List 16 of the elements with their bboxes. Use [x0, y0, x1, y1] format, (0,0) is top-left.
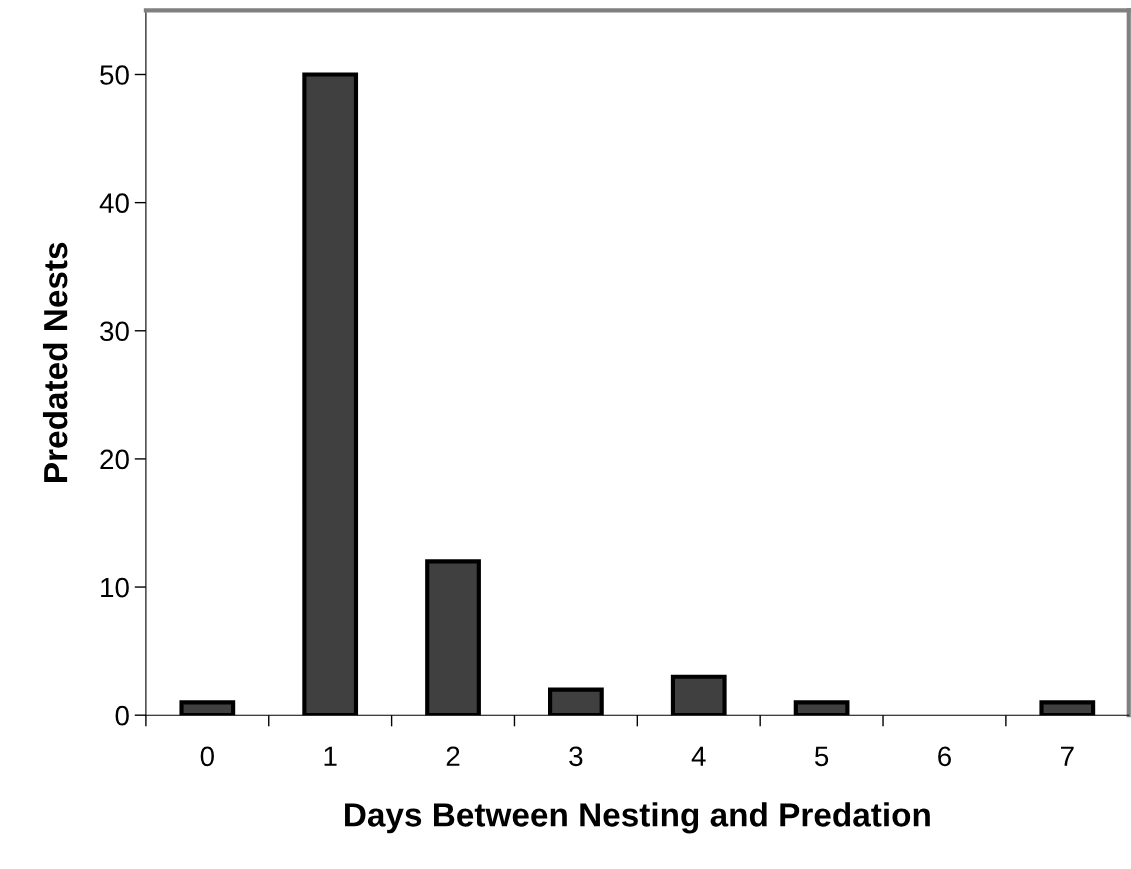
y-tick-label: 10: [101, 577, 129, 598]
x-tick-label: 6: [938, 746, 951, 767]
x-axis-title: Days Between Nesting and Predation: [345, 802, 930, 834]
x-tick-label: 1: [324, 746, 337, 766]
x-tick-label: 7: [1061, 746, 1074, 766]
x-tick-label: 0: [200, 746, 214, 767]
y-tick-label: 0: [115, 705, 129, 726]
x-tick-label: 5: [814, 746, 829, 767]
y-tick-label: 20: [100, 449, 129, 470]
y-axis-title: Predated Nests: [42, 242, 68, 482]
x-tick-label: 3: [569, 746, 583, 767]
x-tick-label: 4: [691, 746, 706, 766]
y-tick-label: 40: [99, 193, 129, 213]
y-tick-label: 50: [100, 65, 129, 85]
x-tick-label: 2: [446, 746, 460, 766]
y-tick-label: 30: [100, 321, 129, 342]
